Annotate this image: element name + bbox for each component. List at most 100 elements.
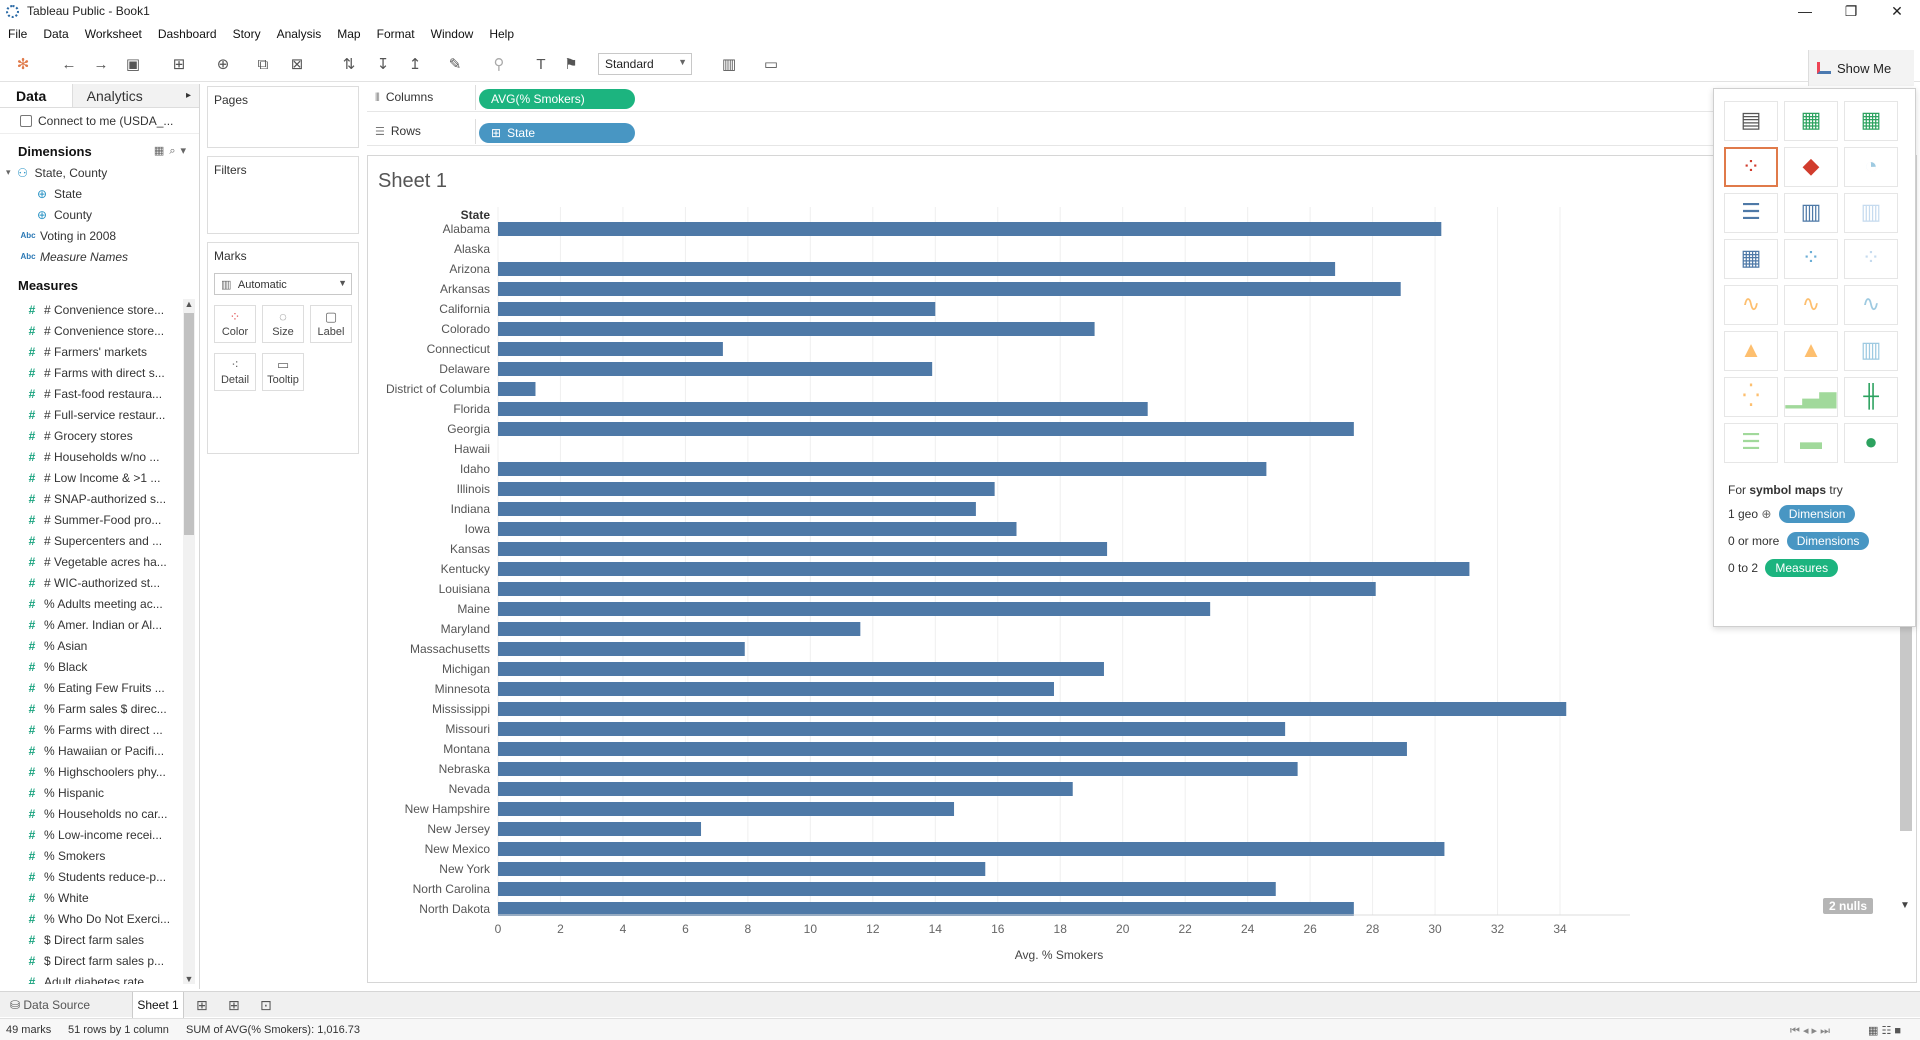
presentation-mode-icon[interactable]: ▭	[763, 56, 779, 73]
tab-sheet-1[interactable]: Sheet 1	[132, 992, 184, 1018]
show-me-box-and-whisker[interactable]: ╫	[1844, 377, 1898, 417]
scrollbar-thumb[interactable]	[184, 313, 194, 535]
dimension-item[interactable]: ▾ ⚇ State, County	[0, 162, 199, 183]
measure-item[interactable]: # $ Direct farm sales p...	[0, 950, 182, 971]
show-me-treemap[interactable]: ▦	[1724, 239, 1778, 279]
new-dashboard-icon[interactable]: ⊞	[228, 997, 240, 1013]
menu-data[interactable]: Data	[43, 27, 69, 41]
show-me-dual-combination[interactable]: ▥	[1844, 331, 1898, 371]
measure-item[interactable]: # % Hispanic	[0, 782, 182, 803]
highlight-icon[interactable]: ✎	[448, 56, 462, 73]
measure-item[interactable]: # # Low Income & >1 ...	[0, 467, 182, 488]
menu-worksheet[interactable]: Worksheet	[84, 27, 142, 41]
nulls-indicator[interactable]: 2 nulls	[1823, 898, 1874, 914]
measure-item[interactable]: # # WIC-authorized st...	[0, 572, 182, 593]
show-me-dual-lines[interactable]: ∿	[1844, 285, 1898, 325]
measure-item[interactable]: # % Low-income recei...	[0, 824, 182, 845]
clear-sheet-icon[interactable]: ⊠	[290, 56, 304, 73]
sort-descending-icon[interactable]: ↥	[408, 56, 422, 73]
redo-icon[interactable]: →	[93, 56, 109, 73]
measure-item[interactable]: # # Summer-Food pro...	[0, 509, 182, 530]
measure-item[interactable]: # % Eating Few Fruits ...	[0, 677, 182, 698]
show-mark-labels-icon[interactable]: T	[536, 56, 546, 73]
new-worksheet-icon[interactable]: ⊕	[216, 56, 230, 73]
tab-analytics[interactable]: Analytics ▸	[71, 84, 199, 107]
show-me-area-discrete[interactable]: ▲	[1784, 331, 1838, 371]
dimension-item[interactable]: Abc Measure Names	[0, 246, 199, 267]
sheet-sorter-icon[interactable]: ▦ ☷ ■	[1868, 1025, 1902, 1037]
label-button[interactable]: ▢ Label	[310, 305, 352, 343]
measure-item[interactable]: # # Full-service restaur...	[0, 404, 182, 425]
measure-item[interactable]: # % Black	[0, 656, 182, 677]
dimension-item[interactable]: Abc Voting in 2008	[0, 225, 199, 246]
menu-dashboard[interactable]: Dashboard	[157, 27, 217, 41]
pages-card[interactable]: Pages	[207, 86, 359, 148]
show-me-bullet-graph[interactable]: ▬	[1784, 423, 1838, 463]
menu-analysis[interactable]: Analysis	[276, 27, 322, 41]
size-button[interactable]: ◌ Size	[262, 305, 304, 343]
show-cards-icon[interactable]: ▥	[721, 56, 737, 73]
measure-item[interactable]: # % Farm sales $ direc...	[0, 698, 182, 719]
measure-item[interactable]: # # Grocery stores	[0, 425, 182, 446]
menu-help[interactable]: Help	[489, 27, 514, 41]
datasource-item[interactable]: Connect to me (USDA_...	[0, 108, 199, 134]
menu-file[interactable]: File	[8, 27, 28, 41]
measure-item[interactable]: # % Who Do Not Exerci...	[0, 908, 182, 929]
measure-item[interactable]: # % Amer. Indian or Al...	[0, 614, 182, 635]
mark-type-dropdown[interactable]: ▥ Automatic ▼	[214, 273, 352, 295]
show-me-circle-views[interactable]: ⁘	[1784, 239, 1838, 279]
measures-scrollbar[interactable]: ▲ ▼	[183, 299, 195, 984]
menu-map[interactable]: Map	[337, 27, 361, 41]
show-me-heat-map[interactable]: ▦	[1784, 101, 1838, 141]
measure-item[interactable]: # % Adults meeting ac...	[0, 593, 182, 614]
new-story-icon[interactable]: ⊡	[260, 997, 272, 1013]
show-me-area-continuous[interactable]: ▲	[1724, 331, 1778, 371]
measure-item[interactable]: # $ Direct farm sales	[0, 929, 182, 950]
minimize-button[interactable]: —	[1798, 3, 1812, 19]
measure-item[interactable]: # # Convenience store...	[0, 299, 182, 320]
measure-item[interactable]: # # Farms with direct s...	[0, 362, 182, 383]
show-me-highlight-table[interactable]: ▦	[1844, 101, 1898, 141]
scroll-down-icon[interactable]: ▼	[184, 974, 194, 984]
show-me-lines-discrete[interactable]: ∿	[1784, 285, 1838, 325]
tableau-start-icon[interactable]: ✻	[16, 56, 30, 73]
show-me-side-by-side-bars[interactable]: ▥	[1844, 193, 1898, 233]
duplicate-sheet-icon[interactable]: ⧉	[257, 56, 269, 73]
show-me-packed-bubbles[interactable]: ●	[1844, 423, 1898, 463]
measure-item[interactable]: # % Highschoolers phy...	[0, 761, 182, 782]
new-datasource-icon[interactable]: ⊞	[172, 56, 186, 73]
fix-axes-icon[interactable]: ⚑	[564, 56, 578, 73]
search-icon[interactable]: ▦⌕▾	[153, 145, 191, 157]
show-me-stacked-bars[interactable]: ▥	[1784, 193, 1838, 233]
measure-item[interactable]: # % White	[0, 887, 182, 908]
color-button[interactable]: ⁘ Color	[214, 305, 256, 343]
show-me-button[interactable]: Show Me	[1808, 50, 1914, 86]
measure-item[interactable]: # % Hawaiian or Pacifi...	[0, 740, 182, 761]
sort-ascending-icon[interactable]: ↧	[376, 56, 390, 73]
new-worksheet-icon[interactable]: ⊞	[196, 997, 208, 1013]
dimension-item[interactable]: ⊕ County	[0, 204, 199, 225]
measure-item[interactable]: # # Supercenters and ...	[0, 530, 182, 551]
rows-drop-zone[interactable]	[475, 119, 1717, 144]
show-me-gantt-chart[interactable]: ☰	[1724, 423, 1778, 463]
show-me-side-by-side-circles[interactable]: ⁘	[1844, 239, 1898, 279]
rows-shelf[interactable]: ☰ Rows ⊞ State	[367, 118, 1717, 146]
menu-story[interactable]: Story	[232, 27, 261, 41]
show-me-scatter-plot[interactable]: ⁛	[1724, 377, 1778, 417]
restore-button[interactable]: ❐	[1844, 2, 1858, 19]
rows-pill[interactable]: ⊞ State	[479, 123, 635, 143]
columns-pill[interactable]: AVG(% Smokers)	[479, 89, 635, 109]
measure-item[interactable]: # # Fast-food restaura...	[0, 383, 182, 404]
show-me-pie-chart[interactable]: ◔	[1844, 147, 1898, 187]
scrollbar-thumb[interactable]	[1900, 626, 1912, 831]
close-button[interactable]: ✕	[1891, 2, 1903, 19]
measure-item[interactable]: # # Farmers' markets	[0, 341, 182, 362]
measure-item[interactable]: # # SNAP-authorized s...	[0, 488, 182, 509]
show-me-symbol-map[interactable]: ⁘	[1724, 147, 1778, 187]
show-me-lines-continuous[interactable]: ∿	[1724, 285, 1778, 325]
scroll-up-icon[interactable]: ▲	[184, 299, 194, 309]
measure-item[interactable]: # % Farms with direct ...	[0, 719, 182, 740]
show-me-histogram[interactable]: ▁▃▅	[1784, 377, 1838, 417]
columns-drop-zone[interactable]	[475, 85, 1717, 110]
scroll-down-icon[interactable]: ▼	[1900, 900, 1910, 911]
